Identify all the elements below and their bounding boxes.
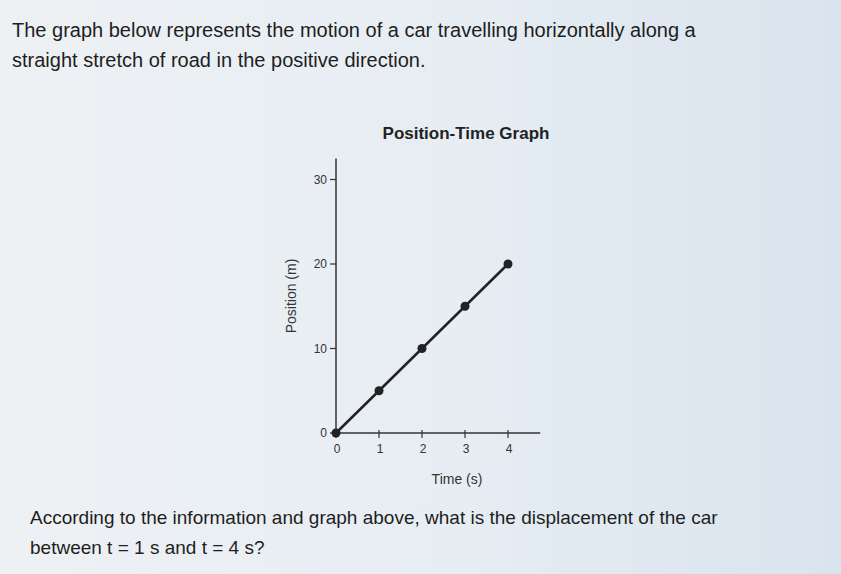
x-axis [336, 432, 540, 434]
y-axis-label: Position (m) [283, 259, 299, 334]
question-prompt: According to the information and graph a… [30, 507, 718, 528]
x-axis-label: Time (s) [432, 471, 483, 487]
x-tick [464, 430, 465, 438]
chart-title: Position-Time Graph [383, 124, 550, 143]
x-tick [378, 430, 379, 438]
x-tick-label: 3 [463, 442, 470, 456]
y-axis [335, 158, 337, 433]
y-tick [330, 263, 336, 264]
position-line [336, 264, 508, 433]
data-point [461, 302, 470, 311]
x-tick [421, 430, 422, 438]
data-point [418, 344, 427, 353]
y-tick [330, 348, 336, 349]
x-tick-label: 0 [334, 442, 341, 456]
y-tick-label: 30 [314, 173, 328, 187]
question-prompt: between t = 1 s and t = 4 s? [30, 537, 265, 558]
x-tick-label: 4 [506, 442, 513, 456]
question-intro: straight stretch of road in the positive… [12, 49, 426, 71]
x-tick-label: 1 [377, 442, 384, 456]
data-point [332, 429, 341, 438]
x-tick [507, 430, 508, 438]
y-tick-label: 0 [320, 426, 327, 440]
y-tick-label: 10 [314, 342, 328, 356]
y-tick [330, 179, 336, 180]
data-point [375, 386, 384, 395]
data-point [504, 260, 513, 269]
plot-area [332, 260, 513, 438]
y-tick-label: 20 [314, 257, 328, 271]
question-intro: The graph below represents the motion of… [12, 19, 697, 41]
x-tick-label: 2 [420, 442, 427, 456]
